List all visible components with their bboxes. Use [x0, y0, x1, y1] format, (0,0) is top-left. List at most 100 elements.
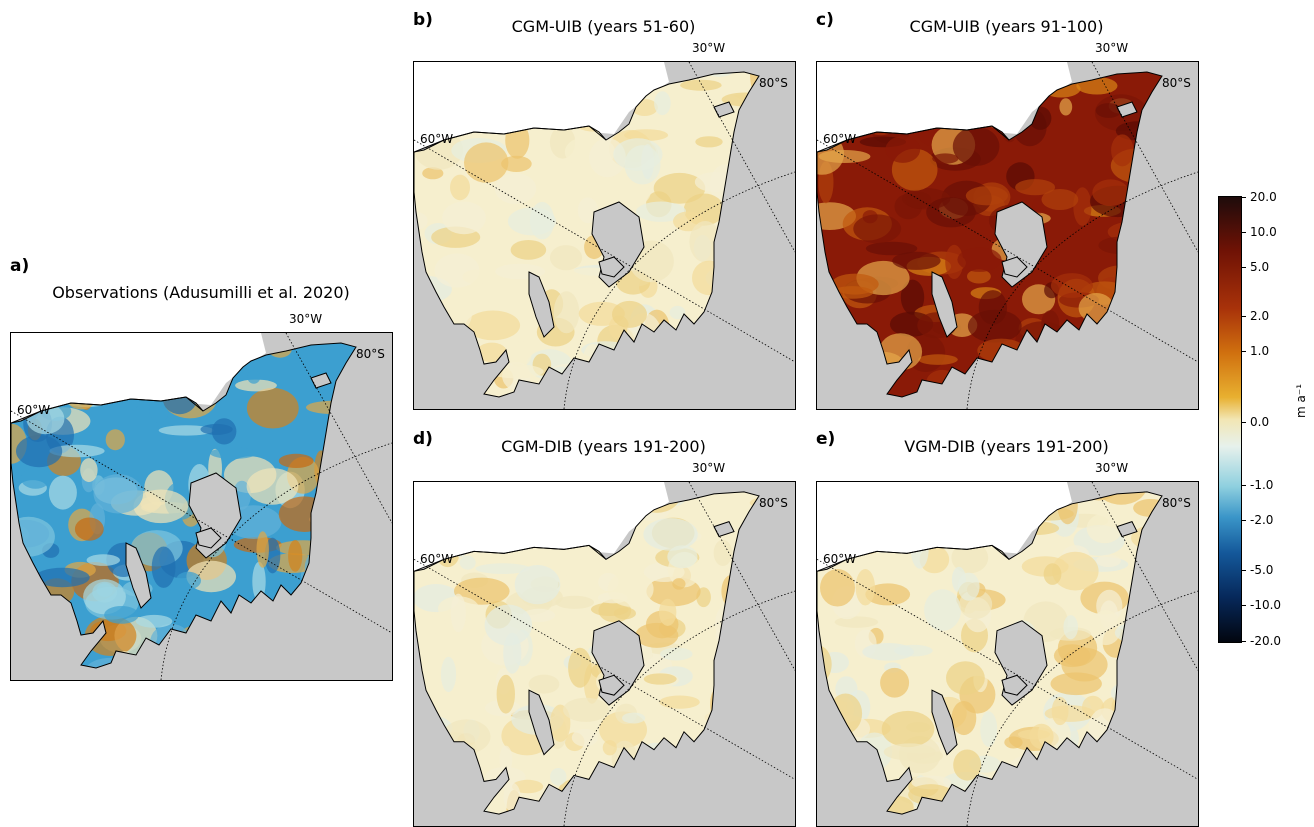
melt-patch: [672, 578, 686, 590]
melt-patch: [1104, 806, 1124, 815]
melt-patch: [549, 245, 583, 271]
colorbar-tick: [1241, 316, 1246, 317]
melt-patch: [450, 593, 466, 633]
colorbar-tick-label: -5.0: [1250, 563, 1274, 577]
graticule-line: [688, 482, 795, 671]
island-land: [598, 674, 625, 696]
melt-patch: [725, 377, 759, 393]
melt-patch: [756, 317, 759, 350]
melt-patch: [1139, 139, 1162, 172]
melt-patch: [1076, 77, 1118, 95]
island-land: [125, 542, 152, 609]
melt-patch: [698, 741, 717, 771]
melt-patch: [830, 388, 857, 397]
lon-60w-label: 60°W: [823, 132, 857, 146]
melt-patch: [438, 349, 455, 367]
melt-patch: [613, 138, 663, 171]
melt-patch: [1168, 129, 1198, 155]
melt-patch: [1152, 630, 1162, 647]
melt-patch: [717, 263, 758, 280]
panel-e-map: 60°W 80°S: [816, 481, 1199, 827]
melt-patch: [205, 640, 228, 661]
melt-patch: [299, 664, 333, 668]
melt-patch: [11, 573, 25, 604]
melt-patch: [93, 474, 144, 514]
island-land: [1116, 101, 1138, 118]
melt-patch: [680, 79, 722, 91]
melt-patch: [1134, 215, 1162, 225]
melt-patch: [342, 462, 356, 501]
melt-patch: [555, 595, 595, 609]
melt-patch: [762, 223, 795, 259]
melt-patch: [660, 793, 676, 815]
panel-c-letter: c): [816, 10, 834, 30]
colorbar-tick-label: 10.0: [1250, 225, 1277, 239]
melt-patch: [316, 625, 344, 664]
ocean-area: [414, 62, 669, 152]
island-land: [1116, 521, 1138, 538]
melt-patch: [1058, 349, 1095, 381]
melt-patch: [309, 513, 340, 526]
colorbar-tick: [1241, 197, 1246, 198]
melt-patch: [1141, 798, 1162, 815]
melt-patch: [1098, 320, 1153, 359]
melt-patch: [1041, 310, 1060, 338]
melt-patch: [298, 634, 326, 659]
melt-patch: [1043, 563, 1062, 585]
melt-patch: [1006, 754, 1060, 791]
melt-patch: [945, 244, 964, 279]
melt-patch: [1122, 313, 1162, 344]
panel-b-lon-30w: 30°W: [692, 41, 726, 55]
colorbar-tick: [1241, 267, 1246, 268]
ocean-area: [11, 333, 266, 423]
melt-patch: [784, 282, 795, 307]
melt-patch: [957, 247, 1002, 272]
melt-patch: [235, 379, 277, 392]
melt-patch: [978, 290, 1008, 325]
panel-c-lon-30w: 30°W: [1095, 41, 1129, 55]
melt-patch: [713, 539, 733, 566]
melt-patch: [610, 803, 625, 815]
melt-patch: [980, 711, 998, 747]
melt-patch: [1116, 288, 1152, 324]
melt-patch: [785, 273, 795, 294]
island-land: [598, 256, 625, 278]
melt-patch: [905, 191, 932, 209]
ice-front: [817, 125, 1010, 153]
melt-patch: [1086, 513, 1123, 544]
ice-front: [817, 544, 1010, 572]
melt-patch: [1174, 169, 1199, 196]
melt-patch: [547, 363, 591, 385]
melt-patch: [732, 519, 759, 532]
melt-patch: [529, 201, 555, 240]
colorbar-tick-label: 1.0: [1250, 344, 1270, 358]
melt-patch: [967, 780, 1005, 815]
melt-patch: [353, 560, 356, 590]
melt-patch: [668, 708, 715, 734]
colorbar: [1218, 196, 1242, 643]
melt-patch: [1163, 728, 1199, 762]
melt-patch: [590, 602, 629, 617]
melt-patch: [721, 574, 742, 608]
melt-patch: [1098, 236, 1145, 255]
island-land: [1001, 256, 1028, 278]
melt-patch: [74, 517, 104, 541]
colorbar-tick: [1241, 422, 1246, 423]
panel-b-svg: [414, 62, 795, 409]
colorbar-tick: [1241, 520, 1246, 521]
melt-patch: [425, 313, 450, 331]
melt-patch: [756, 89, 759, 115]
melt-patch: [553, 291, 580, 334]
melt-patch: [42, 649, 72, 666]
melt-patch: [563, 697, 609, 722]
melt-patch: [346, 524, 356, 548]
melt-patch: [1136, 352, 1152, 394]
melt-patch: [729, 752, 747, 769]
melt-patch: [878, 333, 923, 371]
melt-patch: [887, 814, 922, 826]
melt-patch: [1157, 666, 1162, 697]
melt-patch: [669, 305, 686, 320]
melt-patch: [342, 640, 356, 664]
melt-patch: [365, 380, 393, 408]
melt-patch: [1175, 635, 1192, 650]
